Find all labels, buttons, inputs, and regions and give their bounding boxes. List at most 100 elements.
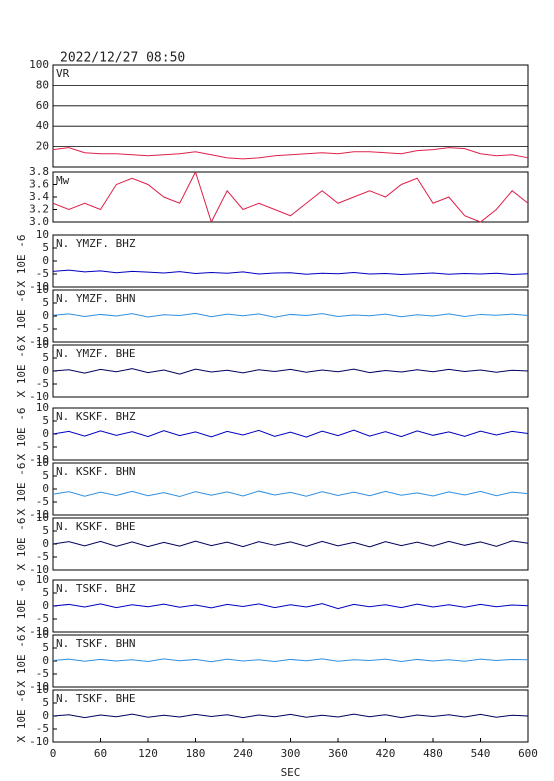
y-tick-label: 5 <box>42 241 49 254</box>
y-tick-label: 0 <box>42 709 49 722</box>
x-tick-label: 540 <box>471 747 491 760</box>
data-line <box>52 490 529 498</box>
panel-label: N. TSKF. BHN <box>56 637 135 650</box>
x-tick-label: 480 <box>423 747 443 760</box>
y-tick-label: 3.0 <box>29 215 49 228</box>
x-tick-label: 240 <box>233 747 253 760</box>
y-axis-label: X 10E -6 <box>15 580 28 633</box>
y-tick-label: -5 <box>36 722 49 735</box>
x-tick-label: 180 <box>186 747 206 760</box>
x-tick-label: 420 <box>376 747 396 760</box>
y-axis-label: X 10E -6 <box>15 690 28 743</box>
y-axis-label: X 10E -6 <box>15 290 28 343</box>
panel-label: VR <box>56 67 70 80</box>
y-tick-label: 0 <box>42 599 49 612</box>
y-tick-label: -5 <box>36 550 49 563</box>
panel-label: N. TSKF. BHE <box>56 692 135 705</box>
y-tick-label: 0 <box>42 537 49 550</box>
y-tick-label: 3.2 <box>29 203 49 216</box>
y-tick-label: 0 <box>42 427 49 440</box>
y-tick-label: 3.6 <box>29 178 49 191</box>
y-tick-label: -10 <box>29 508 49 521</box>
panel-label: N. YMZF. BHZ <box>56 237 136 250</box>
y-tick-label: 3.4 <box>29 190 49 203</box>
panel-label: N. TSKF. BHZ <box>56 582 136 595</box>
y-tick-label: 5 <box>42 524 49 537</box>
y-tick-label: -10 <box>29 335 49 348</box>
panel-label: N. KSKF. BHN <box>56 465 135 478</box>
y-tick-label: 5 <box>42 351 49 364</box>
y-tick-label: 40 <box>36 119 49 132</box>
y-axis-label: X 10E -6 <box>15 518 28 571</box>
y-tick-label: -10 <box>29 735 49 748</box>
x-tick-label: 360 <box>328 747 348 760</box>
data-line <box>52 312 529 318</box>
y-tick-label: -5 <box>36 267 49 280</box>
x-tick-label: 60 <box>94 747 107 760</box>
y-tick-label: -5 <box>36 440 49 453</box>
y-tick-label: 10 <box>36 683 49 696</box>
data-line <box>52 147 529 160</box>
y-tick-label: -10 <box>29 280 49 293</box>
y-tick-label: 5 <box>42 696 49 709</box>
y-axis-label: X 10E -6 <box>15 635 28 688</box>
y-tick-label: 5 <box>42 469 49 482</box>
data-line <box>52 603 529 610</box>
data-line <box>52 658 529 663</box>
y-axis-label: X 10E -6 <box>15 235 28 288</box>
y-tick-label: 10 <box>36 456 49 469</box>
data-line <box>52 269 529 276</box>
y-tick-label: 10 <box>36 283 49 296</box>
y-tick-label: 5 <box>42 414 49 427</box>
y-tick-label: -5 <box>36 377 49 390</box>
y-tick-label: 10 <box>36 401 49 414</box>
y-tick-label: 60 <box>36 99 49 112</box>
panel-label: N. YMZF. BHN <box>56 292 135 305</box>
y-tick-label: 10 <box>36 573 49 586</box>
y-tick-label: -5 <box>36 667 49 680</box>
y-tick-label: 3.8 <box>29 165 49 178</box>
y-tick-label: 10 <box>36 511 49 524</box>
panel-frame <box>52 171 529 223</box>
y-tick-label: 10 <box>36 338 49 351</box>
y-tick-label: 0 <box>42 254 49 267</box>
y-tick-label: -10 <box>29 390 49 403</box>
y-tick-label: -10 <box>29 625 49 638</box>
y-tick-label: 20 <box>36 140 49 153</box>
y-tick-label: -5 <box>36 495 49 508</box>
y-tick-label: 5 <box>42 296 49 309</box>
y-tick-label: 80 <box>36 78 49 91</box>
y-tick-label: 100 <box>29 58 49 71</box>
x-tick-label: 0 <box>50 747 57 760</box>
y-tick-label: -5 <box>36 612 49 625</box>
panel-label: Mw <box>56 174 70 187</box>
y-tick-label: 10 <box>36 228 49 241</box>
x-tick-label: 120 <box>138 747 158 760</box>
y-tick-label: 0 <box>42 364 49 377</box>
y-axis-label: X 10E -6 <box>15 463 28 516</box>
y-axis-label: X 10E -6 <box>15 408 28 461</box>
x-tick-label: 300 <box>281 747 301 760</box>
y-tick-label: 5 <box>42 641 49 654</box>
y-tick-label: 0 <box>42 309 49 322</box>
y-tick-label: 0 <box>42 482 49 495</box>
panel-label: N. YMZF. BHE <box>56 347 135 360</box>
data-line <box>52 713 529 719</box>
y-tick-label: -5 <box>36 322 49 335</box>
panel-label: N. KSKF. BHE <box>56 520 135 533</box>
y-tick-label: -10 <box>29 453 49 466</box>
y-tick-label: 5 <box>42 586 49 599</box>
data-line <box>52 540 529 548</box>
x-tick-label: 600 <box>518 747 538 760</box>
y-tick-label: -10 <box>29 680 49 693</box>
y-tick-label: 0 <box>42 654 49 667</box>
y-tick-label: 10 <box>36 628 49 641</box>
data-line <box>52 429 529 438</box>
panel-frame <box>52 64 529 168</box>
y-axis-label: X 10E -6 <box>15 345 28 398</box>
y-tick-label: -10 <box>29 563 49 576</box>
panel-label: N. KSKF. BHZ <box>56 410 136 423</box>
data-line <box>52 170 529 224</box>
data-line <box>52 368 529 375</box>
